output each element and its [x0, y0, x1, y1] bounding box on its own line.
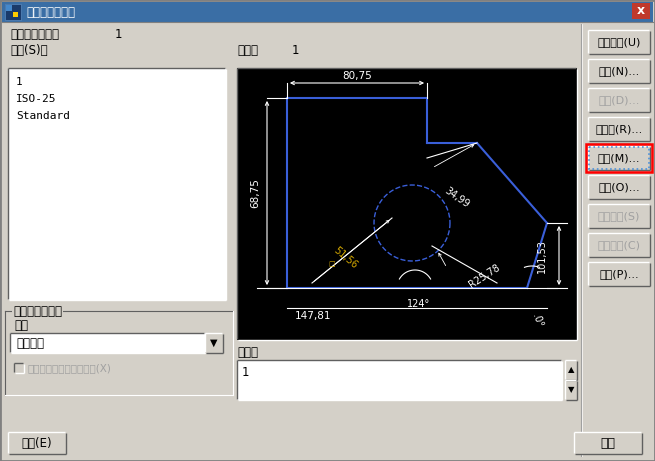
Text: 124°: 124° [407, 299, 430, 309]
Text: 列出: 列出 [14, 319, 28, 331]
Text: 标注样式管理器: 标注样式管理器 [26, 6, 75, 18]
Text: 不列出外部参照中的样式(X): 不列出外部参照中的样式(X) [28, 363, 112, 373]
Text: 清除替代(C): 清除替代(C) [597, 240, 641, 250]
Text: 替代(O)...: 替代(O)... [598, 182, 640, 192]
Bar [588, 59, 650, 83]
Bar [586, 144, 652, 172]
Bar [205, 333, 223, 353]
Text: 修改(M)...: 修改(M)... [598, 153, 640, 163]
Text: 1: 1 [115, 29, 122, 41]
Bar [5, 4, 21, 20]
Bar [237, 68, 577, 340]
Bar [588, 117, 650, 141]
Text: 80,75: 80,75 [342, 71, 372, 81]
Text: 比较(P)...: 比较(P)... [599, 269, 639, 279]
Bar [588, 30, 650, 54]
Bar [237, 360, 562, 400]
Text: 样式显示选项：: 样式显示选项： [13, 305, 62, 318]
Text: 当前标注样式：: 当前标注样式： [10, 29, 59, 41]
Text: 帮助(E): 帮助(E) [22, 437, 52, 449]
Bar [588, 175, 650, 199]
Bar [589, 147, 649, 169]
Text: 关闭: 关闭 [601, 437, 616, 449]
Text: 样式(S)：: 样式(S)： [10, 43, 48, 57]
Text: Standard: Standard [16, 111, 70, 121]
Text: R25,78: R25,78 [466, 262, 501, 290]
Text: 101,53: 101,53 [537, 239, 547, 273]
Text: 重命名(R)...: 重命名(R)... [595, 124, 643, 134]
Bar [588, 204, 650, 228]
Text: 68,75: 68,75 [250, 178, 260, 208]
Text: 删除(D)...: 删除(D)... [598, 95, 640, 105]
Text: 所有样式: 所有样式 [16, 337, 44, 349]
Text: 新建(N)...: 新建(N)... [599, 66, 640, 76]
Text: x: x [637, 5, 645, 18]
Bar [14, 363, 24, 373]
Text: ▲: ▲ [568, 366, 574, 374]
Bar [632, 3, 650, 19]
Bar [588, 233, 650, 257]
Bar [5, 311, 233, 395]
Text: 1: 1 [16, 77, 23, 87]
Bar [574, 432, 642, 454]
Text: .0°: .0° [530, 312, 544, 328]
Text: 34,99: 34,99 [443, 186, 471, 210]
Text: ▼: ▼ [568, 385, 574, 395]
Text: 1: 1 [292, 43, 299, 57]
Bar [8, 68, 226, 300]
Text: 置为当前(U): 置为当前(U) [597, 37, 641, 47]
Bar [565, 360, 577, 380]
Text: 51,56: 51,56 [331, 245, 359, 271]
Text: □: □ [329, 261, 335, 267]
Bar [588, 88, 650, 112]
Text: ISO-25: ISO-25 [16, 94, 56, 104]
Text: 说明：: 说明： [237, 345, 258, 359]
Bar [588, 262, 650, 286]
Bar [10, 333, 205, 353]
Bar [588, 146, 650, 170]
Bar [6, 5, 12, 11]
Text: 147,81: 147,81 [295, 311, 331, 321]
Bar [13, 12, 18, 17]
Text: ▼: ▼ [210, 338, 217, 348]
Bar [565, 380, 577, 400]
Text: 预览：: 预览： [237, 43, 258, 57]
Text: 保存替代(S): 保存替代(S) [598, 211, 640, 221]
Bar [8, 432, 66, 454]
Bar [2, 2, 653, 22]
Text: 1: 1 [242, 366, 250, 378]
